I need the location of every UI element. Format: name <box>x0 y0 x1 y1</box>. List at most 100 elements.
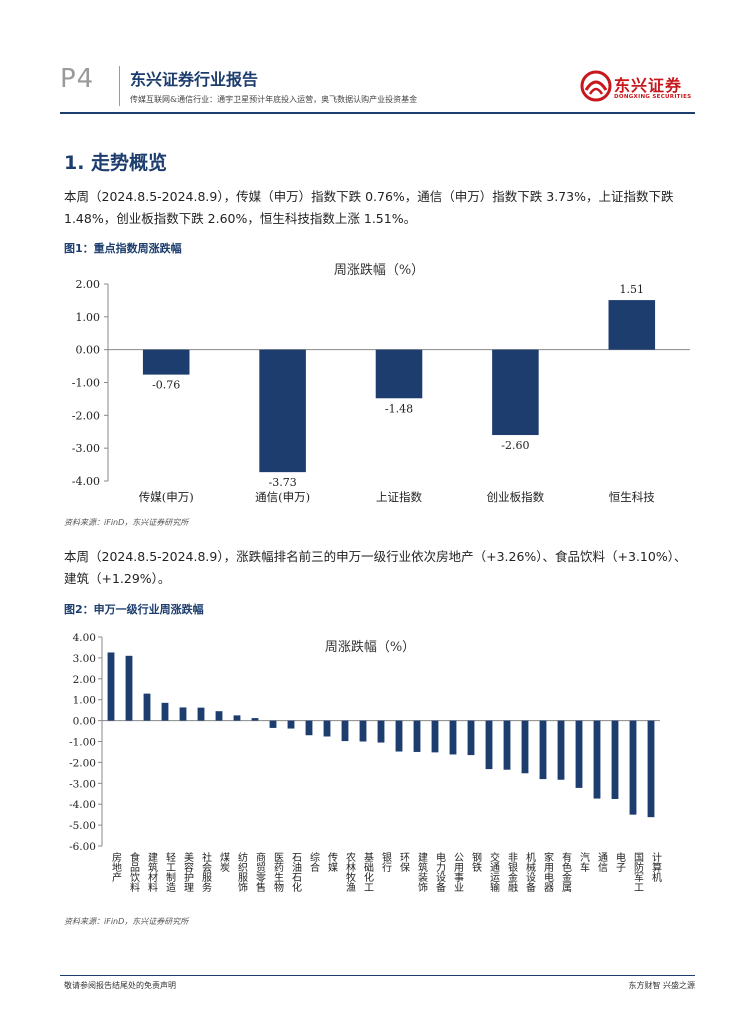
chart1-y-tick-label: -4.00 <box>72 475 100 488</box>
chart2-y-tick-label: -5.00 <box>69 820 96 832</box>
chart2-bar <box>161 702 169 721</box>
chart2-y-tick-label: 0.00 <box>73 716 96 728</box>
chart2-bar <box>359 720 367 742</box>
chart2-bar <box>521 720 529 774</box>
chart2-y-tick-label: 1.00 <box>73 695 96 707</box>
figure1-title: 图1：重点指数周涨跌幅 <box>64 242 182 255</box>
figure1-chart: 周涨跌幅（%） 2.00 1.00 0.00 -1.00 -2.00 -3.00 -4.00 -… <box>60 256 700 512</box>
chart2-bar <box>233 715 241 721</box>
chart2-bar <box>287 720 295 729</box>
chart1-x-tick-label: 上证指数 <box>376 490 422 504</box>
chart1-y-tick-label: -2.00 <box>72 409 100 422</box>
chart2-x-tick-label: 房地产 <box>110 851 122 883</box>
chart2-bar <box>431 720 439 753</box>
chart2-x-tick-label: 钢铁 <box>470 851 482 873</box>
chart2-x-tick-label: 食品饮料 <box>128 851 140 893</box>
chart2-x-tick-label: 社会服务 <box>200 851 212 893</box>
chart2-x-tick-label: 纺织服饰 <box>236 851 248 893</box>
chart2-x-tick-label: 计算机 <box>650 851 662 883</box>
chart2-x-tick-label: 基础化工 <box>362 851 374 892</box>
chart2-x-tick-label: 机械设备 <box>524 851 536 893</box>
chart2-x-tick-label: 有色金属 <box>560 851 572 893</box>
chart2-x-tick-label: 商贸零售 <box>254 851 266 893</box>
chart2-y-tick-label: -1.00 <box>69 737 96 749</box>
chart1-y-tick-label: 1.00 <box>76 311 101 324</box>
chart1-x-tick-label: 恒生科技 <box>609 490 655 504</box>
chart1-x-tick-label: 创业板指数 <box>487 490 545 504</box>
index-weekly-change-chart: 周涨跌幅（%） 2.00 1.00 0.00 -1.00 -2.00 -3.00 -4.00 -… <box>72 262 690 504</box>
chart2-x-tick-label: 石油石化 <box>290 852 302 892</box>
chart2-y-tick-label: -2.00 <box>69 757 96 769</box>
chart2-x-tick-label: 汽车 <box>578 851 590 873</box>
chart1-data-label: -2.60 <box>501 439 529 452</box>
chart2-bar <box>413 720 421 752</box>
chart2-x-tick-label: 农林牧渔 <box>344 851 356 893</box>
company-logo: 东兴证券 DONGXING SECURITIES <box>580 70 700 106</box>
chart1-data-label: 1.51 <box>620 283 645 296</box>
chart1-y-tick-label: -1.00 <box>72 377 100 390</box>
chart2-x-tick-label: 综合 <box>308 851 320 873</box>
chart2-x-tick-label: 传媒 <box>326 852 338 873</box>
chart2-bar <box>449 720 457 755</box>
chart2-bar <box>377 720 385 743</box>
chart2-bar <box>323 720 331 737</box>
chart1-x-tick-label: 传媒(申万) <box>139 490 194 504</box>
header-divider <box>119 66 120 106</box>
chart2-x-tick-label: 环保 <box>398 852 410 873</box>
footer-rule <box>60 975 695 976</box>
chart2-y-tick-label: -3.00 <box>69 778 96 790</box>
chart2-x-tick-label: 美容护理 <box>182 851 194 892</box>
chart2-bar <box>593 720 601 799</box>
chart1-data-label: -3.73 <box>268 476 296 489</box>
chart1-data-label: -1.48 <box>385 402 413 415</box>
paragraph-index-summary: 本周（2024.8.5-2024.8.9），传媒（申万）指数下跌 0.76%，通… <box>64 189 674 226</box>
chart2-x-tick-label: 煤炭 <box>218 851 230 873</box>
chart2-x-tick-label: 公用事业 <box>452 852 464 892</box>
chart2-y-tick-label: -6.00 <box>69 841 96 853</box>
chart2-x-tick-label: 建筑材料 <box>146 851 158 893</box>
chart2-x-tick-label: 电子 <box>614 851 626 872</box>
chart2-x-tick-label: 国防军工 <box>632 852 644 892</box>
chart1-bar <box>608 300 656 350</box>
chart2-bar <box>215 711 223 721</box>
chart2-bar <box>467 720 475 756</box>
figure2-chart: 周涨跌幅（%） 4.00 3.00 2.00 1.00 0.00 -1.00 -2.00 -3.… <box>60 625 700 915</box>
chart2-y-tick-label: 4.00 <box>73 632 96 644</box>
chart2-title: 周涨跌幅（%） <box>325 639 415 655</box>
chart1-title: 周涨跌幅（%） <box>334 262 424 278</box>
chart1-y-tick-label: -3.00 <box>72 442 100 455</box>
chart2-y-tick-label: -4.00 <box>69 799 96 811</box>
chart1-x-tick-label: 通信(申万) <box>255 490 310 504</box>
chart2-x-tick-label: 建筑装饰 <box>416 851 428 893</box>
figure2-source: 资料来源：iFinD，东兴证券研究所 <box>64 917 189 926</box>
chart2-x-tick-label: 医药生物 <box>272 852 284 893</box>
logo-emblem-icon <box>580 70 612 102</box>
page-number: P4 <box>60 64 95 94</box>
chart2-x-tick-label: 通信 <box>596 852 608 873</box>
chart2-bar <box>197 707 205 721</box>
chart1-bar <box>142 349 190 375</box>
chart2-bar <box>305 720 313 736</box>
chart2-x-tick-label: 轻工制造 <box>164 851 176 892</box>
chart1-bar <box>375 349 423 399</box>
chart2-bar <box>557 720 565 780</box>
logo-text-en: DONGXING SECURITIES <box>614 94 692 100</box>
footer-slogan: 东方财智 兴盛之源 <box>628 981 695 990</box>
chart2-bar <box>611 720 619 799</box>
chart1-data-label: -0.76 <box>152 379 180 392</box>
industry-weekly-change-chart: 周涨跌幅（%） 4.00 3.00 2.00 1.00 0.00 -1.00 -2.00 -3.… <box>69 632 662 893</box>
chart1-y-tick-label: 2.00 <box>76 278 101 291</box>
chart2-bar <box>143 693 151 721</box>
chart2-bar <box>179 707 187 721</box>
chart2-x-tick-label: 电力设备 <box>434 851 446 893</box>
chart2-y-tick-label: 2.00 <box>73 674 96 686</box>
chart1-bar <box>492 349 539 436</box>
section-title: 1. 走势概览 <box>64 152 168 174</box>
chart2-bar <box>647 720 655 818</box>
chart2-bar <box>251 718 259 721</box>
chart2-x-tick-label: 交通运输 <box>488 851 500 893</box>
chart2-bar <box>485 720 493 770</box>
chart2-bar <box>629 720 637 815</box>
chart2-x-tick-label: 非银金融 <box>506 852 518 893</box>
chart2-bar <box>269 720 277 728</box>
